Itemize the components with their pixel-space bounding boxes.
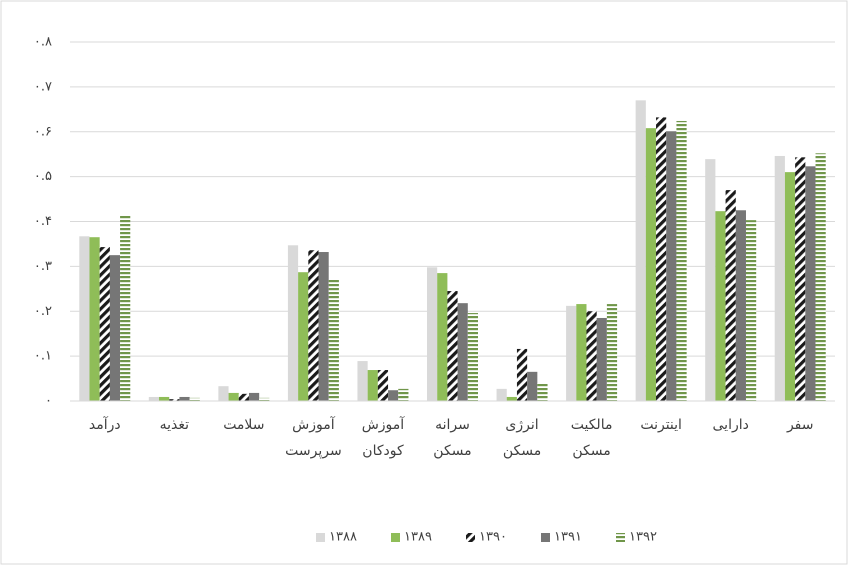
bar [189, 397, 200, 401]
bar [169, 399, 180, 401]
bar [238, 393, 249, 401]
bar [586, 311, 597, 401]
bar [635, 100, 646, 402]
x-tick-label: انرژی مسکن [503, 417, 541, 459]
bar [527, 371, 538, 401]
bar [467, 313, 478, 401]
bar [328, 279, 339, 401]
bar [745, 220, 757, 401]
bar [259, 397, 270, 401]
bar [120, 215, 131, 401]
bar [774, 155, 785, 401]
x-tick-label: سرانه مسکن [433, 417, 471, 459]
legend-swatch [466, 533, 475, 542]
bar [496, 388, 507, 401]
bar [308, 250, 319, 401]
bar [666, 131, 677, 401]
legend-label: ۱۳۹۲ [629, 530, 657, 545]
legend-swatch [391, 533, 400, 542]
bar [705, 159, 716, 401]
bar [784, 172, 796, 401]
bar [596, 317, 607, 401]
bar [148, 396, 160, 401]
bar [287, 245, 299, 401]
bar [427, 267, 438, 401]
bar [725, 190, 736, 401]
bar [537, 383, 548, 401]
bar [99, 247, 110, 401]
bar [89, 237, 100, 401]
bar [506, 396, 517, 401]
legend-swatch [616, 533, 625, 542]
bar [357, 361, 368, 401]
x-tick-label: دارایی [713, 417, 749, 433]
bar [447, 291, 458, 401]
y-tick-label: ۰.۴ [34, 214, 52, 229]
bar [377, 370, 389, 401]
bar [398, 388, 409, 401]
y-tick-label: ۰.۸ [34, 35, 52, 50]
bar [566, 305, 577, 401]
bar [79, 236, 90, 401]
bar [457, 303, 468, 401]
bar [795, 157, 806, 401]
x-tick-label: تغذیه [160, 417, 190, 433]
x-tick-label: آموزش کودکان [362, 416, 406, 459]
bar [735, 210, 746, 401]
y-tick-label: ۰.۳ [34, 259, 52, 274]
x-tick-label: سفر [786, 417, 814, 433]
bar [676, 120, 687, 401]
bar [576, 304, 587, 401]
bar [437, 273, 448, 401]
legend-label: ۱۳۸۹ [404, 530, 432, 545]
legend-label: ۱۳۸۸ [329, 530, 357, 545]
bar [805, 166, 816, 401]
bar [218, 386, 229, 401]
bar [367, 370, 378, 401]
bar [388, 390, 399, 401]
bar [645, 128, 657, 401]
bar [179, 396, 190, 401]
y-tick-label: ۰.۶ [34, 124, 52, 139]
x-tick-label: درآمد [89, 416, 121, 433]
y-tick-label: ۰.۱ [34, 349, 52, 364]
x-tick-label: سلامت [223, 417, 264, 433]
bar [159, 396, 170, 401]
bar [109, 255, 121, 401]
bar [715, 211, 726, 401]
x-tick-label: اینترنت [640, 417, 682, 433]
legend-swatch [316, 533, 325, 542]
bar [656, 117, 667, 401]
bar [228, 392, 239, 401]
bar [516, 348, 528, 401]
bar [248, 392, 260, 401]
y-tick-label: ۰.۵ [34, 169, 52, 184]
y-tick-label: ۰.۷ [34, 79, 52, 94]
bar [298, 272, 309, 401]
x-tick-label: مالکیت مسکن [571, 417, 613, 459]
legend-swatch [541, 533, 550, 542]
bar [318, 252, 329, 401]
legend-label: ۱۳۹۰ [479, 530, 507, 545]
bar [815, 153, 826, 401]
x-tick-label: آموزش سرپرست [285, 416, 342, 459]
bar [606, 304, 618, 401]
y-tick-label: ۰.۲ [34, 304, 52, 319]
y-tick-label: ۰ [45, 394, 52, 409]
legend-label: ۱۳۹۱ [554, 530, 582, 545]
